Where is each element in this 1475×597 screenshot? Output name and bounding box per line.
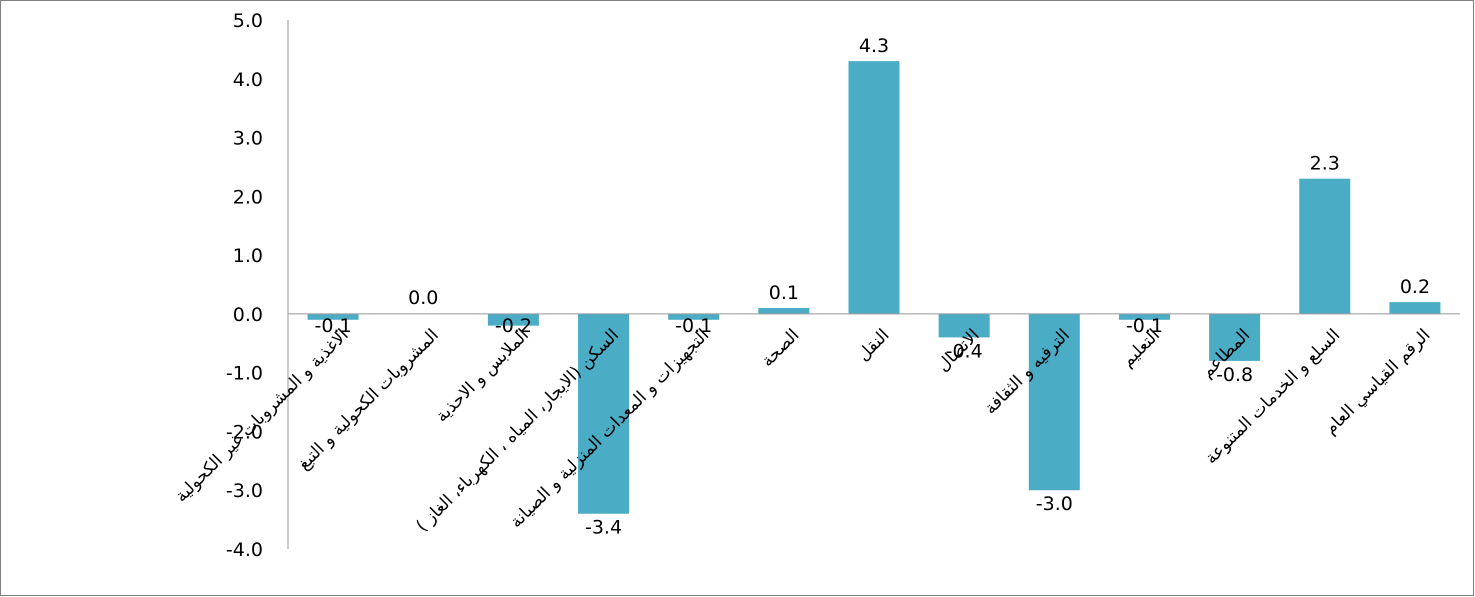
data-label: -0.1 xyxy=(1126,315,1163,337)
y-tick-label: 4.0 xyxy=(233,69,263,91)
y-tick-label: -4.0 xyxy=(226,539,263,561)
data-label: 2.3 xyxy=(1310,153,1340,175)
bar xyxy=(938,313,990,338)
y-tick-label: 5.0 xyxy=(233,10,263,32)
y-tick-label: -1.0 xyxy=(226,363,263,385)
y-tick-label: 0.0 xyxy=(233,304,263,326)
data-label: 0.0 xyxy=(408,287,438,309)
bar xyxy=(1209,313,1261,361)
bars-group xyxy=(307,61,1441,514)
data-label: -3.4 xyxy=(585,517,622,539)
data-labels-group: -0.1 0.0 -0.2 -3.4 -0.1 0.1 4.3 -0.4 -3.0 -0.1 -0.… xyxy=(315,35,1430,539)
bar xyxy=(307,313,359,320)
y-tick-label: 2.0 xyxy=(233,186,263,208)
bar xyxy=(487,313,539,326)
data-label: -0.8 xyxy=(1216,364,1253,386)
y-tick-label: 3.0 xyxy=(233,128,263,150)
data-label: -0.1 xyxy=(315,315,352,337)
data-label: -0.4 xyxy=(946,340,983,362)
bar xyxy=(848,61,900,314)
bar xyxy=(1299,178,1351,314)
y-tick-label: -2.0 xyxy=(226,421,263,443)
bar xyxy=(1118,313,1170,320)
bar xyxy=(758,308,810,314)
data-label: 0.1 xyxy=(769,282,799,304)
data-label: 4.3 xyxy=(859,35,889,57)
data-label: -0.2 xyxy=(495,315,532,337)
y-tick-label: 1.0 xyxy=(233,245,263,267)
bar xyxy=(1389,302,1441,314)
bar xyxy=(1028,313,1080,491)
y-tick-label: -3.0 xyxy=(226,480,263,502)
bar xyxy=(668,313,720,320)
data-label: 0.2 xyxy=(1400,276,1430,298)
data-label: -3.0 xyxy=(1036,493,1073,515)
bar xyxy=(578,313,630,514)
data-label: -0.1 xyxy=(675,315,712,337)
y-axis-ticks: 5.0 4.0 3.0 2.0 1.0 0.0 -1.0 -2.0 -3.0 -4.0 xyxy=(226,10,263,561)
